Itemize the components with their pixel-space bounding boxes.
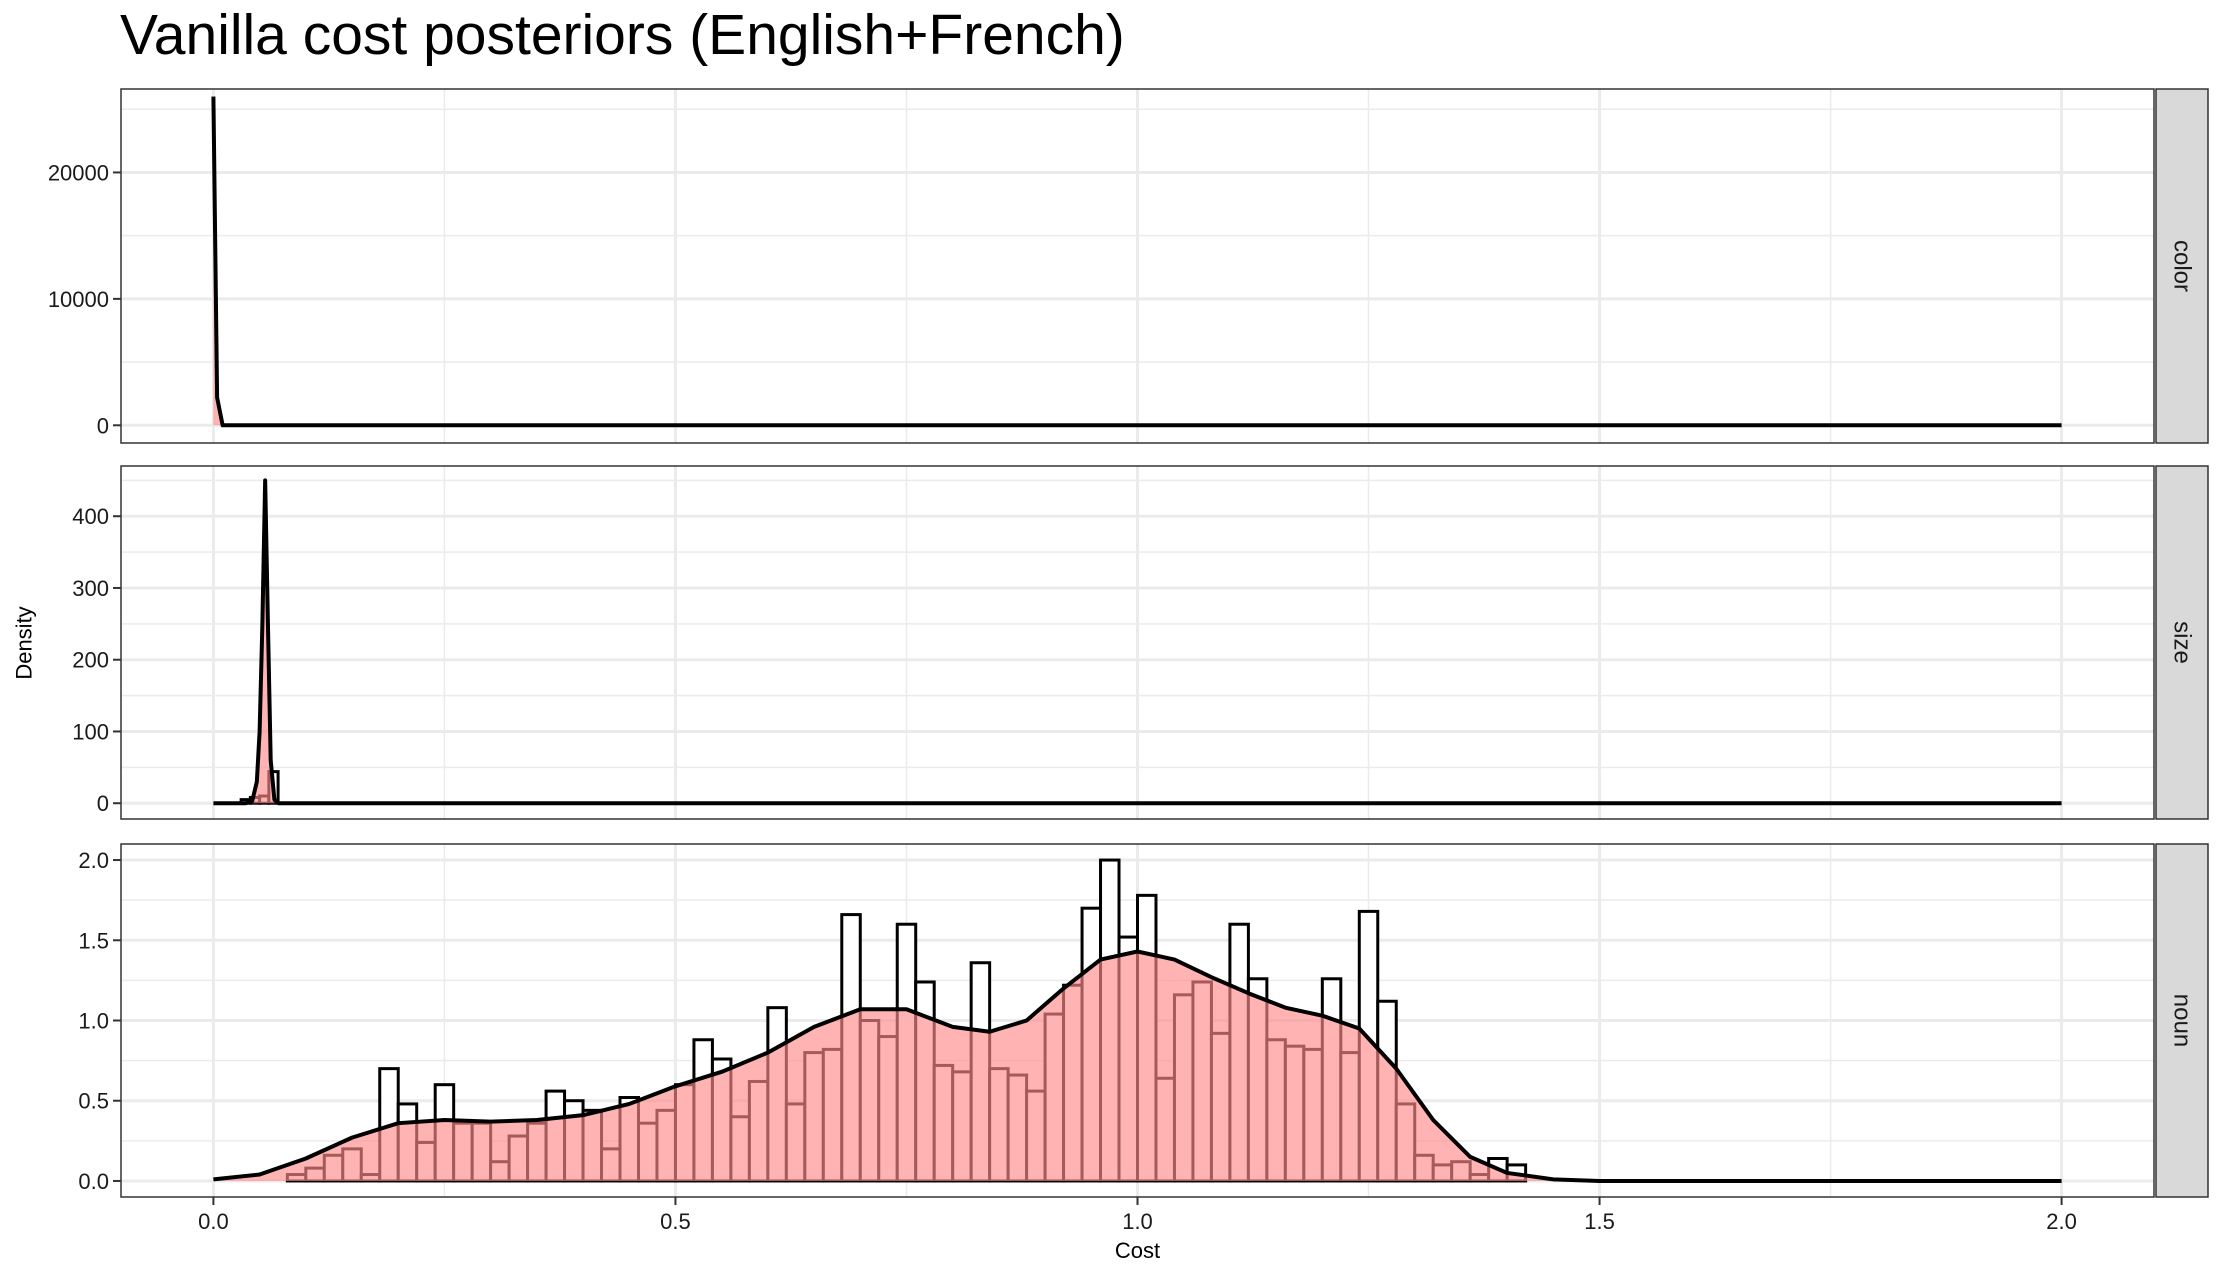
y-tick-label: 100: [72, 719, 109, 744]
y-tick-label: 200: [72, 648, 109, 673]
y-tick-label: 300: [72, 576, 109, 601]
facet-strip: [2155, 465, 2209, 820]
x-tick-label: 1.5: [1584, 1209, 1615, 1234]
x-tick-label: 0.5: [660, 1209, 691, 1234]
density-line: [213, 949, 2062, 1183]
chart-title: Vanilla cost posteriors (English+French): [120, 3, 1125, 67]
y-tick-label: 1.0: [78, 1009, 109, 1034]
y-tick-label: 0.5: [78, 1089, 109, 1114]
facet-strip-label: color: [2169, 240, 2196, 292]
y-tick-label: 400: [72, 504, 109, 529]
facet-strip-label: noun: [2169, 994, 2196, 1047]
panel-border: [120, 88, 2155, 444]
y-tick-label: 20000: [48, 160, 109, 185]
density-line: [211, 96, 2062, 428]
y-tick-label: 0.0: [78, 1169, 109, 1194]
density-area: [213, 951, 2062, 1181]
y-tick-label: 1.5: [78, 928, 109, 953]
facet-strip-label: size: [2169, 621, 2196, 664]
y-tick-label: 2.0: [78, 848, 109, 873]
x-tick-label: 2.0: [2046, 1209, 2077, 1234]
density-line: [213, 478, 2062, 806]
y-tick-label: 10000: [48, 287, 109, 312]
y-axis-title: Density: [12, 606, 37, 679]
y-tick-label: 0: [97, 413, 109, 438]
panel-border: [120, 465, 2155, 820]
x-axis-title: Cost: [1115, 1238, 1160, 1263]
y-tick-label: 0: [97, 791, 109, 816]
x-tick-label: 1.0: [1122, 1209, 1153, 1234]
x-tick-label: 0.0: [198, 1209, 229, 1234]
facet-strip: [2155, 843, 2209, 1198]
facet-strip: [2155, 88, 2209, 444]
